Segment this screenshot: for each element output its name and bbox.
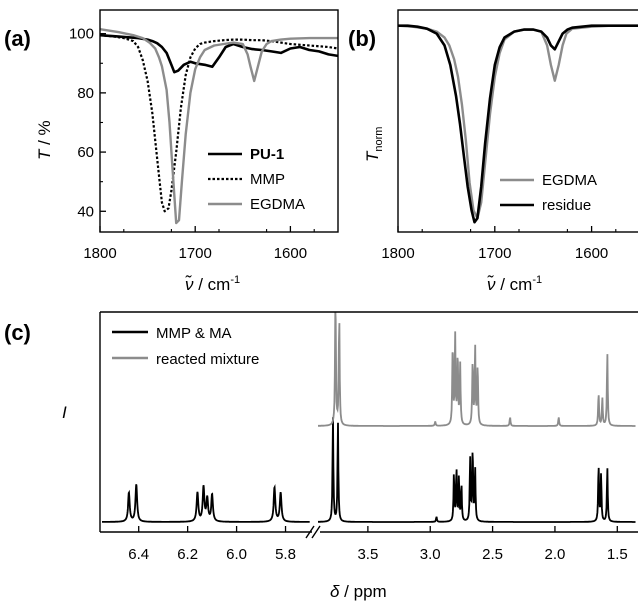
panel-c: (c) I 6.4 6.2 6.0 5.8 3.5 3.0 2.5 2.0 1.5 δ / pp… (4, 311, 638, 601)
y-tick-label: 80 (77, 85, 94, 102)
y-tick-label: 40 (77, 203, 94, 220)
x-tick-label: 2.5 (482, 546, 503, 563)
panel-c-xlabel: δ / ppm (330, 582, 387, 601)
x-tick-label: 3.5 (357, 546, 378, 563)
panel-a-plot-area (100, 28, 338, 225)
x-tick-label: 1.5 (607, 546, 628, 563)
x-tick-label: 1600 (274, 245, 307, 262)
panel-c-plot-area (102, 312, 636, 523)
series-line-mmp-ma (102, 484, 310, 523)
x-tick-label: 6.4 (128, 546, 149, 563)
panel-c-ylabel: I (62, 403, 67, 422)
x-tick-label: 1600 (575, 245, 608, 262)
series-line-egdma (100, 28, 338, 225)
panel-a-legend: PU-1 MMP EGDMA (208, 146, 305, 213)
series-line-egdma (398, 24, 638, 220)
panel-b-legend: EGDMA residue (500, 172, 597, 214)
series-line-residue (398, 24, 638, 224)
x-tick-label: 1700 (179, 245, 212, 262)
x-tick-label: 1800 (381, 245, 414, 262)
panel-a-ticks: 1800 1700 1600 40 60 80 100 (69, 26, 315, 262)
panel-b-xlabel: ν̃ / cm-1 (487, 274, 543, 294)
x-tick-label: 2.0 (545, 546, 566, 563)
panel-b-ticks: 1800 1700 1600 (381, 226, 617, 262)
panel-c-ticks: 6.4 6.2 6.0 5.8 3.5 3.0 2.5 2.0 1.5 (128, 526, 628, 563)
axis-break-mark (311, 525, 321, 539)
axis-break-mark (305, 525, 315, 539)
panel-b-ylabel: Tnorm (363, 127, 385, 162)
panel-b: (b) 1800 1700 1600 Tnorm ν̃ / cm-1 EGDMA re… (348, 9, 638, 294)
legend-label-pu-1: PU-1 (250, 146, 284, 163)
legend-label-mmp: MMP (250, 171, 285, 188)
panel-c-frame (99, 311, 638, 539)
y-tick-label: 60 (77, 144, 94, 161)
series-line-pu-1 (100, 33, 338, 74)
panel-b-letter: (b) (348, 26, 376, 51)
panel-c-letter: (c) (4, 320, 31, 345)
series-line-mmp (100, 34, 338, 213)
panel-b-plot-area (398, 24, 638, 224)
legend-label-reacted-mixture: reacted mixture (156, 351, 259, 368)
panel-a: (a) 1800 1700 1600 40 60 80 100 T / % ν̃ / cm-… (4, 9, 339, 294)
panel-b-frame (397, 9, 638, 233)
y-tick-label: 100 (69, 26, 94, 43)
panel-c-legend: MMP & MA reacted mixture (112, 325, 259, 368)
series-line-reacted-mixture (318, 312, 636, 427)
legend-label-mmp-ma: MMP & MA (156, 325, 232, 342)
panel-a-xlabel: ν̃ / cm-1 (185, 274, 241, 294)
legend-label-residue: residue (542, 197, 591, 214)
series-line-mmp-ma (318, 417, 636, 523)
x-tick-label: 6.2 (177, 546, 198, 563)
x-tick-label: 1800 (83, 245, 116, 262)
x-tick-label: 3.0 (420, 546, 441, 563)
panel-a-ylabel: T / % (35, 120, 54, 160)
legend-label-egdma: EGDMA (250, 196, 305, 213)
legend-label-egdma: EGDMA (542, 172, 597, 189)
x-tick-label: 5.8 (275, 546, 296, 563)
panel-a-letter: (a) (4, 26, 31, 51)
x-tick-label: 1700 (478, 245, 511, 262)
x-tick-label: 6.0 (226, 546, 247, 563)
